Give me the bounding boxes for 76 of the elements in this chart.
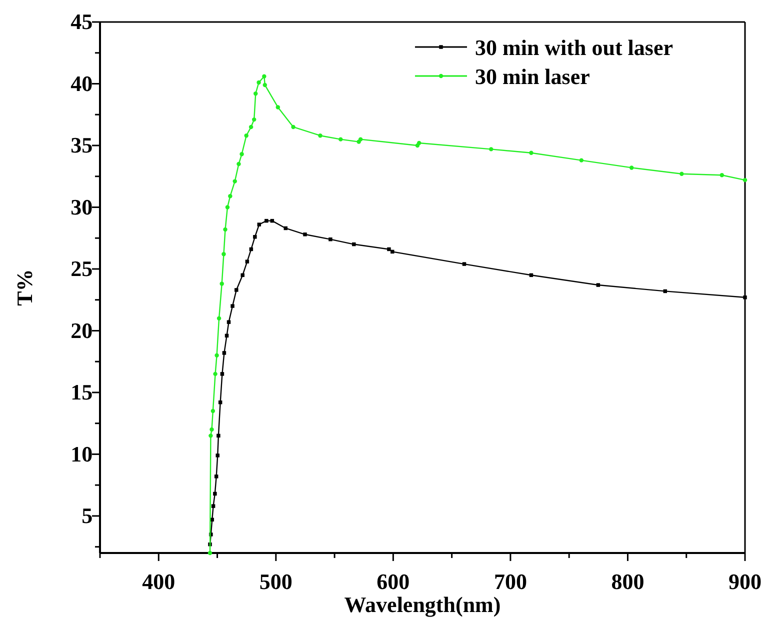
point <box>743 296 747 300</box>
point <box>240 273 244 278</box>
y-tick-label: 15 <box>70 380 93 405</box>
y-tick-label: 20 <box>70 318 93 343</box>
point <box>234 288 238 292</box>
point <box>680 172 684 176</box>
point <box>216 434 220 438</box>
point <box>210 427 214 432</box>
point <box>211 504 216 508</box>
point <box>338 137 343 142</box>
y-axis-title: T% <box>12 269 37 306</box>
point <box>214 474 218 478</box>
legend-label: 30 min laser <box>475 64 590 89</box>
point <box>244 134 248 138</box>
y-tick-label: 10 <box>70 441 93 466</box>
point <box>579 158 584 162</box>
point <box>213 372 218 376</box>
point <box>462 262 466 266</box>
point <box>291 124 296 130</box>
point <box>220 372 224 376</box>
point <box>210 408 216 414</box>
point <box>253 235 257 239</box>
y-tick-label: 30 <box>70 194 93 220</box>
point <box>264 218 268 223</box>
y-tick-label: 45 <box>70 9 93 34</box>
point <box>230 304 234 308</box>
point <box>228 194 232 198</box>
point <box>208 434 213 438</box>
point <box>629 166 634 170</box>
point <box>252 117 256 122</box>
point <box>358 137 363 142</box>
point <box>214 353 219 358</box>
point <box>256 80 261 85</box>
point <box>222 351 226 355</box>
x-tick-label: 900 <box>728 569 761 594</box>
point <box>248 124 254 130</box>
point <box>720 173 724 178</box>
point <box>529 150 534 156</box>
point <box>416 140 422 146</box>
point <box>216 454 220 458</box>
point <box>236 162 241 166</box>
x-axis-title: Wavelength(nm) <box>344 592 501 617</box>
x-tick-label: 500 <box>259 569 292 594</box>
point <box>742 178 748 182</box>
point <box>328 237 332 242</box>
point <box>232 179 237 184</box>
y-tick-label: 35 <box>70 132 93 158</box>
point <box>226 320 231 324</box>
point <box>245 260 250 264</box>
point <box>208 550 212 556</box>
point <box>352 242 356 246</box>
point <box>318 134 322 138</box>
x-tick-label: 600 <box>376 569 410 594</box>
point <box>240 152 244 156</box>
y-tick-label: 40 <box>70 70 93 96</box>
point <box>596 283 600 287</box>
point <box>225 205 230 210</box>
point <box>254 92 258 96</box>
x-tick-label: 700 <box>494 569 527 594</box>
point <box>387 247 391 252</box>
point <box>488 147 494 152</box>
point <box>303 232 307 236</box>
point <box>220 282 224 286</box>
point <box>262 74 266 78</box>
point <box>257 222 262 226</box>
point <box>223 227 228 232</box>
x-tick-label: 400 <box>142 569 176 594</box>
y-tick-label: 5 <box>82 502 93 528</box>
point <box>222 252 226 256</box>
x-tick-label: 800 <box>611 569 644 594</box>
point <box>216 316 222 320</box>
point <box>276 105 280 110</box>
point <box>213 492 217 496</box>
y-tick-label: 25 <box>70 256 93 282</box>
point <box>262 82 267 88</box>
legend-label: 30 min with out laser <box>475 35 674 60</box>
